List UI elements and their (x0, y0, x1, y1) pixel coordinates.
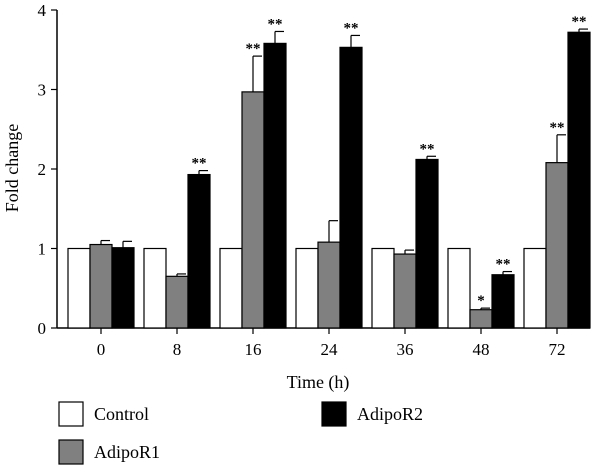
bar-adipor2-0 (111, 247, 135, 329)
x-tick-label: 8 (173, 340, 182, 359)
significance-label: ** (268, 16, 283, 32)
significance-label: ** (420, 141, 435, 157)
x-tick-label: 36 (397, 340, 414, 359)
y-tick-label: 1 (38, 240, 47, 259)
bar-control-24 (295, 247, 319, 329)
bar-adipor1-0 (89, 243, 113, 329)
bar-adipor2-24 (339, 46, 363, 329)
significance-label: ** (572, 14, 587, 30)
significance-label: * (477, 293, 485, 309)
legend-label-adipor1: AdipoR1 (94, 442, 160, 462)
y-tick-label: 0 (38, 319, 47, 338)
bar-adipor1-72 (545, 162, 569, 329)
significance-label: ** (344, 20, 359, 36)
bar-control-0 (67, 247, 91, 329)
bar-adipor1-8 (165, 275, 189, 329)
bar-control-8 (143, 247, 167, 329)
x-tick-label: 48 (473, 340, 490, 359)
bar-adipor1-48 (469, 309, 493, 329)
bar-adipor1-16 (241, 91, 265, 329)
bar-control-48 (447, 247, 471, 329)
bar-adipor1-24 (317, 241, 341, 329)
legend-label-adipor2: AdipoR2 (357, 404, 423, 424)
bar-control-36 (371, 247, 395, 329)
significance-label: ** (192, 156, 207, 172)
bar-adipor2-36 (415, 158, 439, 329)
legend-label-control: Control (94, 404, 149, 424)
significance-label: ** (550, 120, 565, 136)
y-tick-label: 2 (38, 160, 47, 179)
bar-adipor1-36 (393, 253, 417, 329)
bar-adipor2-8 (187, 173, 211, 329)
bar-control-16 (219, 247, 243, 329)
y-tick-label: 3 (38, 81, 47, 100)
legend-swatch-control (58, 401, 84, 427)
legend-swatch-adipor2 (321, 401, 347, 427)
x-tick-label: 0 (97, 340, 106, 359)
x-tick-label: 16 (245, 340, 262, 359)
y-tick-label: 4 (38, 1, 47, 20)
significance-label: ** (496, 257, 511, 273)
x-tick-label: 24 (321, 340, 339, 359)
x-axis-title: Time (h) (287, 372, 350, 393)
significance-label: ** (246, 41, 261, 57)
legend: Control AdipoR1 AdipoR2 (58, 401, 423, 465)
bar-adipor2-16 (263, 42, 287, 329)
bar-control-72 (523, 247, 547, 329)
bar-adipor2-72 (567, 31, 591, 329)
y-axis-title: Fold change (2, 124, 22, 212)
legend-swatch-adipor1 (58, 439, 84, 465)
x-tick-label: 72 (549, 340, 566, 359)
bar-adipor2-48 (491, 274, 515, 329)
